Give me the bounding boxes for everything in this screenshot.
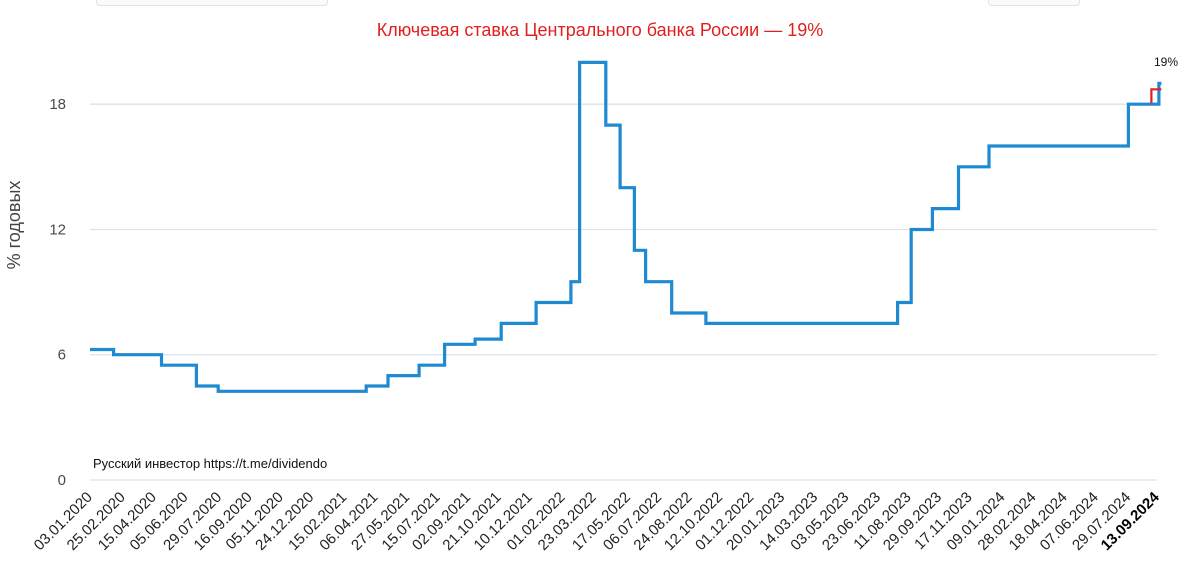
top-toolbar-fragment-left — [96, 0, 328, 6]
y-tick-label: 18 — [49, 96, 66, 113]
chart-title: Ключевая ставка Центрального банка Росси… — [377, 20, 824, 40]
end-value-label: 19% — [1154, 55, 1178, 69]
grid-lines — [90, 103, 1157, 481]
latest-value-marker — [1150, 88, 1162, 104]
y-tick-label: 6 — [58, 347, 66, 364]
y-tick-label: 0 — [58, 472, 66, 489]
x-axis-ticks: 03.01.202025.02.202015.04.202005.06.2020… — [31, 488, 1164, 554]
series-layer — [90, 60, 1162, 393]
y-axis-label: % годовых — [4, 181, 24, 270]
y-tick-label: 12 — [49, 221, 66, 238]
rate-series-line — [90, 60, 1162, 393]
watermark-annotation: Русский инвестор https://t.me/dividendo — [93, 456, 327, 471]
top-toolbar-fragment-right — [988, 0, 1080, 6]
y-axis-ticks: 0 6 12 18 — [49, 96, 66, 489]
